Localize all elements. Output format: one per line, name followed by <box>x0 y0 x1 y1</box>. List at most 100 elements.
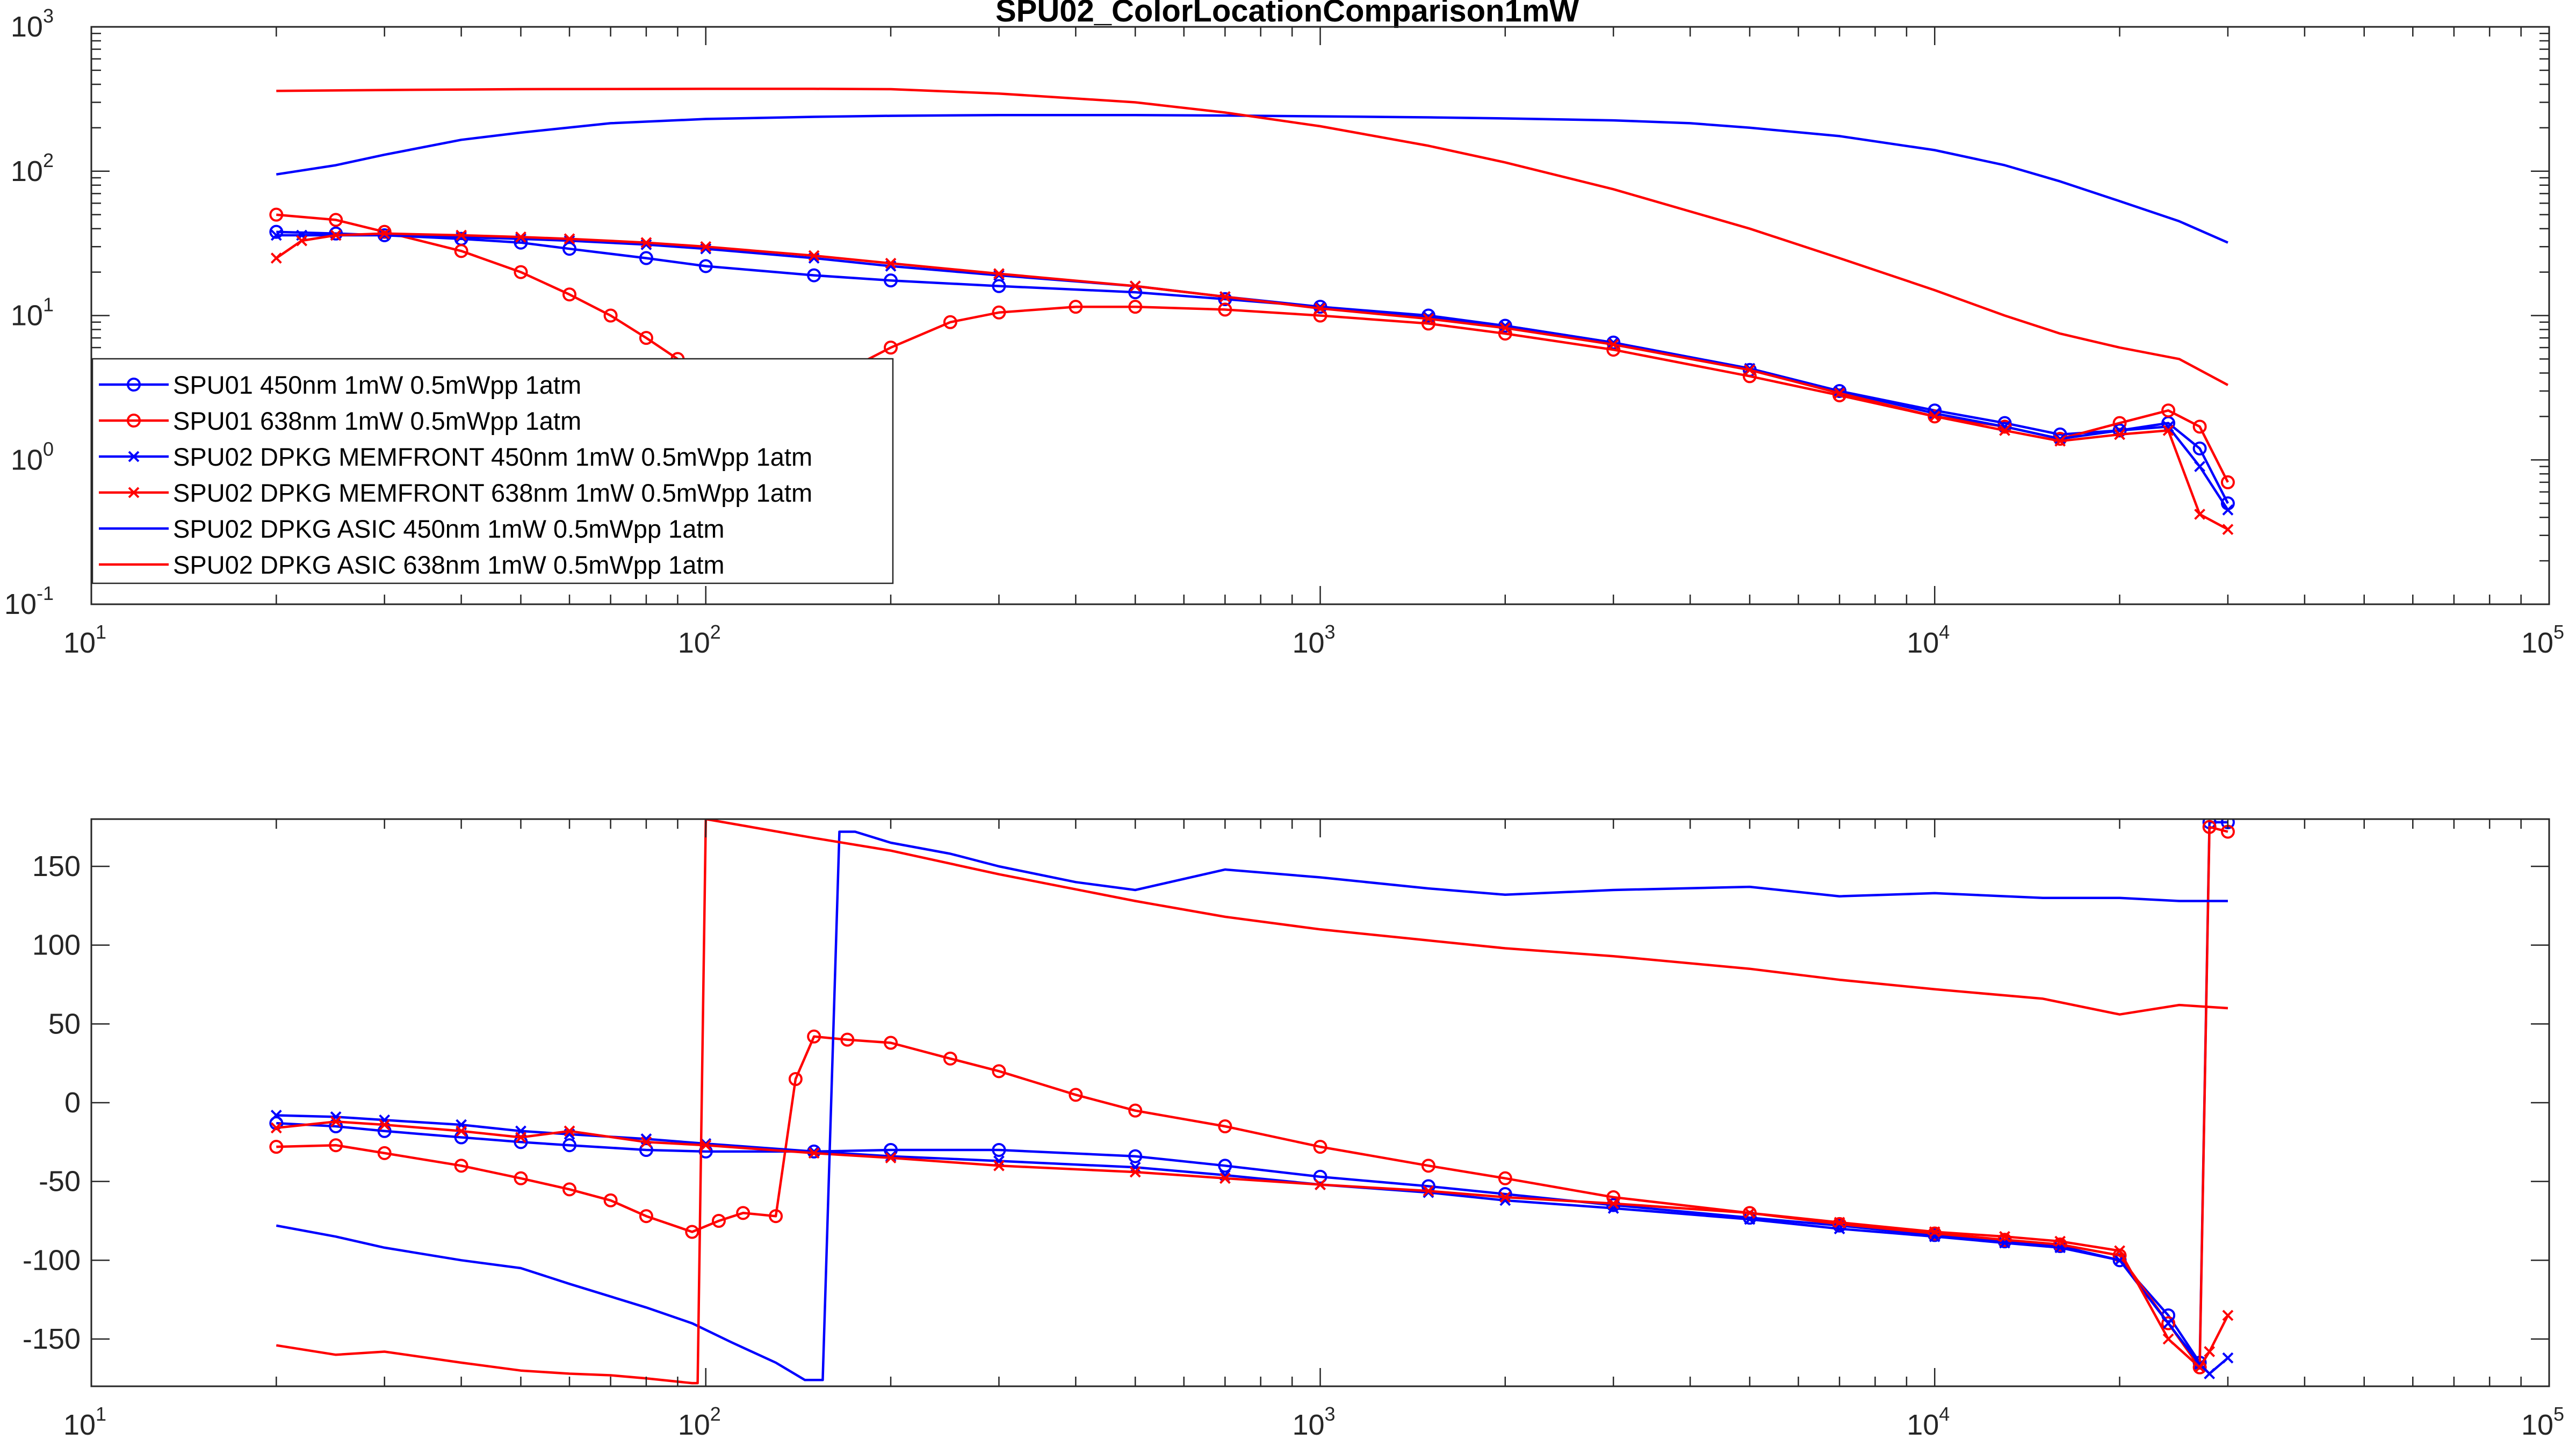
data-point <box>1423 1186 1434 1198</box>
data-point <box>564 1125 575 1137</box>
data-point <box>562 287 577 302</box>
data-point <box>2194 509 2206 520</box>
data-point <box>1313 1140 1327 1154</box>
data-point <box>992 279 1006 293</box>
data-point <box>885 1150 897 1162</box>
data-point <box>943 1051 957 1066</box>
data-point <box>993 268 1005 279</box>
data-point <box>639 251 653 265</box>
data-point <box>1834 387 1845 399</box>
data-point <box>885 1152 897 1164</box>
data-point <box>330 1111 342 1123</box>
data-point <box>562 1138 577 1153</box>
data-point <box>379 228 391 240</box>
magnitude-panel: 101 102 103 104 105 10-1 100 101 102 103 SPU01 450… <box>4 5 2564 659</box>
data-point <box>269 1140 284 1154</box>
data-point <box>700 241 712 252</box>
data-point <box>1128 1149 1143 1163</box>
data-point <box>1607 1198 1619 1210</box>
x-tick-label: 103 <box>1292 1403 1335 1440</box>
data-point <box>711 1214 726 1228</box>
data-point <box>1834 1217 1845 1228</box>
y-tick-label: 50 <box>48 1008 81 1040</box>
data-point <box>1499 322 1511 334</box>
data-point <box>808 1147 820 1159</box>
data-point <box>1498 1171 1512 1185</box>
data-point <box>2192 1360 2207 1374</box>
y-tick-label: 0 <box>64 1087 81 1119</box>
data-point <box>1744 364 1756 376</box>
y-tick-label: -100 <box>23 1244 81 1276</box>
series-group <box>269 819 2235 1385</box>
data-point <box>1128 1103 1143 1118</box>
data-point <box>329 213 343 227</box>
legend-entry-label: SPU01 638nm 1mW 0.5mWpp 1atm <box>173 407 581 435</box>
series-4 <box>270 228 2234 536</box>
data-point <box>992 1064 1006 1079</box>
data-point <box>698 259 713 273</box>
y-tick-label: 102 <box>11 149 54 187</box>
data-point <box>736 1206 751 1220</box>
data-point <box>2054 433 2066 445</box>
series-5 <box>276 113 2228 244</box>
data-point <box>603 1193 618 1207</box>
data-point <box>603 308 618 323</box>
data-point <box>1744 1207 1756 1219</box>
data-point <box>1999 1231 2010 1242</box>
data-point <box>329 1138 343 1153</box>
data-point <box>269 225 284 239</box>
data-point <box>379 1114 391 1126</box>
series-line <box>276 826 2228 1369</box>
legend-box <box>91 358 894 584</box>
data-point <box>884 1036 898 1050</box>
data-point <box>1929 410 1940 422</box>
data-point <box>2222 504 2234 516</box>
data-point <box>2204 1346 2216 1357</box>
data-point <box>2194 1362 2206 1373</box>
data-point <box>1421 1159 1435 1173</box>
series-4 <box>270 1116 2234 1373</box>
legend-marker <box>128 451 140 462</box>
legend-entry-label: SPU02 DPKG ASIC 450nm 1mW 0.5mWpp 1atm <box>173 515 725 543</box>
y-tick-label: 103 <box>11 5 54 43</box>
x-axis: 101 102 103 104 105 <box>63 27 2564 659</box>
data-point <box>640 1136 652 1148</box>
data-point <box>992 1143 1006 1157</box>
data-point <box>640 237 652 249</box>
data-point <box>330 229 342 241</box>
data-point <box>562 1182 577 1197</box>
y-tick-label: -50 <box>39 1166 81 1198</box>
data-point <box>685 1225 699 1239</box>
data-point <box>2114 429 2125 440</box>
data-point <box>884 341 898 355</box>
data-point <box>639 1209 653 1224</box>
data-point <box>639 1143 653 1157</box>
data-point <box>296 235 308 247</box>
data-point <box>1929 1226 1940 1238</box>
legend-marker <box>128 487 140 498</box>
data-point <box>564 235 575 247</box>
data-point <box>2192 419 2207 434</box>
y-tick-label: 10-1 <box>4 582 54 620</box>
data-point <box>514 1171 528 1185</box>
data-point <box>1423 313 1434 324</box>
series-line <box>276 113 2228 244</box>
data-point <box>1069 1088 1083 1102</box>
data-point <box>1929 1231 1940 1242</box>
data-point <box>639 331 653 345</box>
data-point <box>2054 1235 2066 1247</box>
data-point <box>379 1119 391 1131</box>
data-point <box>1315 302 1326 314</box>
data-point <box>2053 1238 2067 1251</box>
data-point <box>329 226 343 241</box>
legend-marker <box>127 378 141 392</box>
data-point <box>456 231 467 243</box>
data-point <box>2054 435 2066 447</box>
data-point <box>1218 1159 1232 1173</box>
data-point <box>2222 1352 2234 1364</box>
data-point <box>1219 1173 1231 1184</box>
data-point <box>808 250 820 262</box>
data-point <box>700 1139 712 1151</box>
